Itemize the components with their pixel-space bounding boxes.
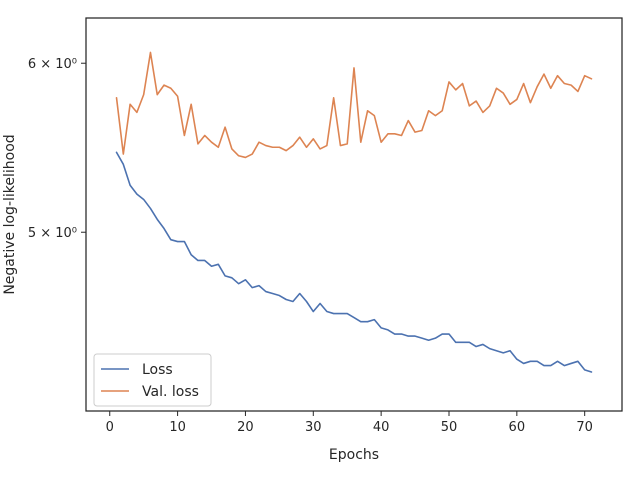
y-tick-label: 6 × 10⁰ (28, 57, 77, 72)
series-line-val-loss (115, 51, 593, 159)
legend-label: Loss (142, 362, 173, 378)
x-axis: 0 10 20 30 40 50 60 70 (106, 411, 593, 435)
y-tick-label: 5 × 10⁰ (28, 226, 77, 241)
legend: Loss Val. loss (93, 353, 212, 407)
x-tick-label: 40 (373, 420, 390, 435)
legend-box (93, 353, 212, 407)
x-tick-label: 10 (169, 420, 186, 435)
plot-area (115, 51, 593, 373)
axes-frame (85, 17, 623, 412)
legend-label: Val. loss (142, 384, 199, 400)
x-tick-label: 60 (509, 420, 526, 435)
x-tick-label: 0 (106, 420, 114, 435)
y-axis-label: Negative log-likelihood (2, 134, 18, 294)
series-line-loss (115, 151, 593, 373)
x-axis-label: Epochs (329, 447, 379, 463)
x-tick-label: 30 (305, 420, 322, 435)
y-axis: 5 × 10⁰ 6 × 10⁰ (28, 57, 86, 241)
x-tick-label: 50 (441, 420, 458, 435)
x-tick-label: 70 (576, 420, 593, 435)
x-tick-label: 20 (237, 420, 254, 435)
